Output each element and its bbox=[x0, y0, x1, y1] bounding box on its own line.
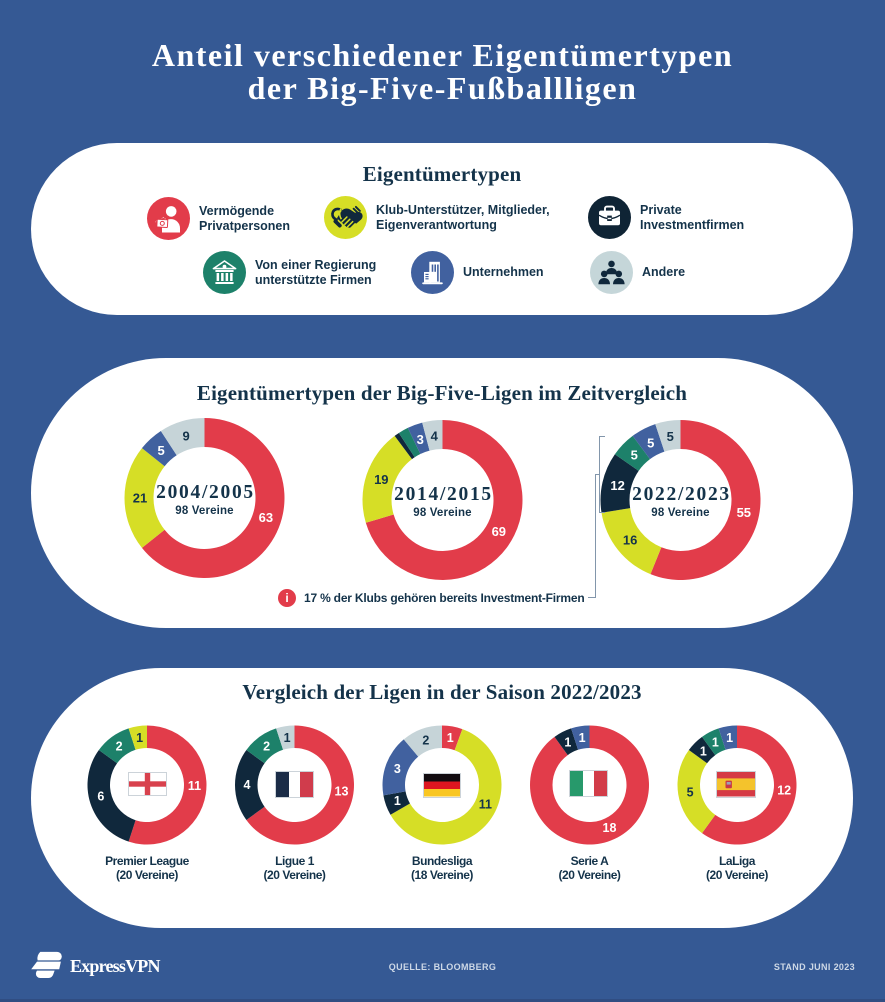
svg-text:1: 1 bbox=[136, 731, 143, 745]
svg-text:11: 11 bbox=[479, 798, 492, 812]
svg-text:63: 63 bbox=[259, 510, 273, 525]
svg-text:4: 4 bbox=[244, 778, 251, 792]
svg-text:6: 6 bbox=[97, 790, 104, 804]
svg-text:98 Vereine: 98 Vereine bbox=[413, 507, 471, 519]
svg-text:21: 21 bbox=[133, 491, 147, 506]
svg-text:1: 1 bbox=[726, 731, 733, 745]
svg-text:69: 69 bbox=[492, 524, 506, 539]
svg-text:16: 16 bbox=[623, 533, 637, 548]
svg-text:2004/2005: 2004/2005 bbox=[156, 482, 255, 503]
svg-text:1: 1 bbox=[712, 736, 719, 750]
svg-text:12: 12 bbox=[610, 478, 624, 493]
svg-text:1: 1 bbox=[394, 794, 401, 808]
svg-text:3: 3 bbox=[394, 762, 401, 776]
svg-text:2014/2015: 2014/2015 bbox=[394, 484, 493, 505]
svg-text:98 Vereine: 98 Vereine bbox=[175, 505, 233, 517]
svg-text:18: 18 bbox=[603, 821, 617, 835]
svg-text:13: 13 bbox=[335, 785, 349, 799]
svg-text:1: 1 bbox=[447, 731, 454, 745]
svg-text:11: 11 bbox=[188, 779, 201, 793]
svg-text:5: 5 bbox=[687, 785, 694, 799]
svg-text:2022/2023: 2022/2023 bbox=[632, 484, 731, 505]
svg-text:3: 3 bbox=[417, 432, 424, 447]
svg-text:1: 1 bbox=[579, 731, 586, 745]
svg-text:5: 5 bbox=[667, 429, 674, 444]
svg-text:12: 12 bbox=[777, 783, 791, 797]
svg-text:1: 1 bbox=[284, 731, 291, 745]
svg-text:98 Vereine: 98 Vereine bbox=[651, 507, 709, 519]
svg-text:55: 55 bbox=[737, 505, 751, 520]
svg-text:2: 2 bbox=[116, 740, 123, 754]
svg-text:1: 1 bbox=[564, 736, 571, 750]
svg-text:2: 2 bbox=[422, 733, 429, 747]
svg-text:1: 1 bbox=[700, 744, 707, 758]
svg-text:2: 2 bbox=[263, 740, 270, 754]
svg-text:9: 9 bbox=[182, 429, 189, 444]
svg-text:5: 5 bbox=[631, 448, 638, 463]
svg-text:19: 19 bbox=[374, 472, 388, 487]
svg-text:5: 5 bbox=[157, 443, 164, 458]
svg-text:5: 5 bbox=[647, 435, 654, 450]
svg-text:4: 4 bbox=[431, 429, 439, 444]
